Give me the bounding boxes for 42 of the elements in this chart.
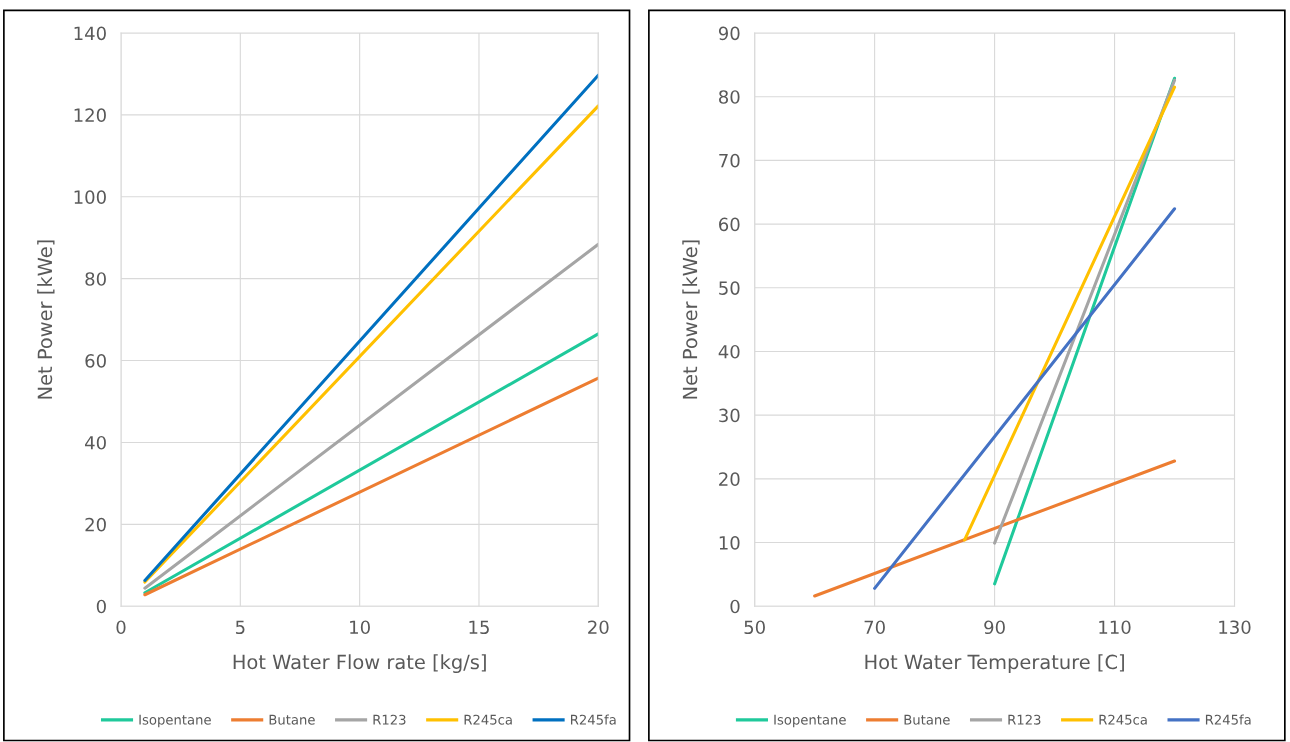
x-tick-label: 110: [1099, 620, 1131, 635]
y-tick-label: 20: [85, 517, 106, 532]
y-tick-label: 30: [719, 408, 740, 423]
x-tick-label: 5: [235, 620, 245, 635]
x-tick-label: 10: [350, 620, 370, 635]
y-tick-label: 90: [718, 26, 740, 41]
legend-label: Isopentane: [139, 714, 211, 728]
x-tick-label: 50: [744, 620, 765, 635]
legend-label: R123: [373, 714, 406, 725]
legend-label: R245fa: [571, 714, 616, 725]
legend-label: R245ca: [464, 714, 512, 725]
x-tick-label: 0: [116, 620, 126, 635]
y-tick-label: 0: [730, 599, 740, 614]
legend-label: Butane: [269, 714, 315, 725]
x-axis-title: Hot Water Flow rate [kg/s]: [233, 654, 486, 674]
y-tick-label: 70: [719, 153, 740, 168]
x-tick-label: 20: [588, 620, 609, 635]
y-tick-label: 20: [719, 472, 740, 486]
y-tick-label: 0: [96, 599, 106, 614]
y-tick-label: 80: [85, 272, 106, 286]
y-axis-title: Net Power [kWe]: [37, 240, 55, 399]
y-tick-label: 100: [74, 190, 106, 204]
x-tick-label: 15: [469, 620, 489, 635]
x-tick-label: 90: [984, 620, 1005, 635]
legend-label: R245ca: [1099, 714, 1147, 725]
legend-label: R245fa: [1205, 714, 1251, 725]
y-tick-label: 60: [719, 217, 740, 232]
y-axis-title: Net Power [kWe]: [682, 240, 700, 399]
y-tick-label: 40: [718, 344, 740, 359]
x-axis-title: Hot Water Temperature [C]: [865, 654, 1124, 674]
y-tick-label: 40: [85, 435, 106, 450]
legend-label: R123: [1008, 714, 1041, 725]
y-tick-label: 10: [719, 535, 740, 550]
x-tick-label: 70: [864, 620, 885, 635]
x-tick-label: 130: [1219, 620, 1251, 635]
y-tick-label: 140: [74, 26, 106, 41]
y-tick-label: 60: [85, 354, 106, 368]
y-tick-label: 50: [719, 281, 740, 295]
y-tick-label: 120: [74, 108, 106, 123]
y-tick-label: 80: [719, 90, 740, 104]
legend-label: Butane: [904, 714, 950, 725]
legend-label: Isopentane: [774, 714, 846, 728]
